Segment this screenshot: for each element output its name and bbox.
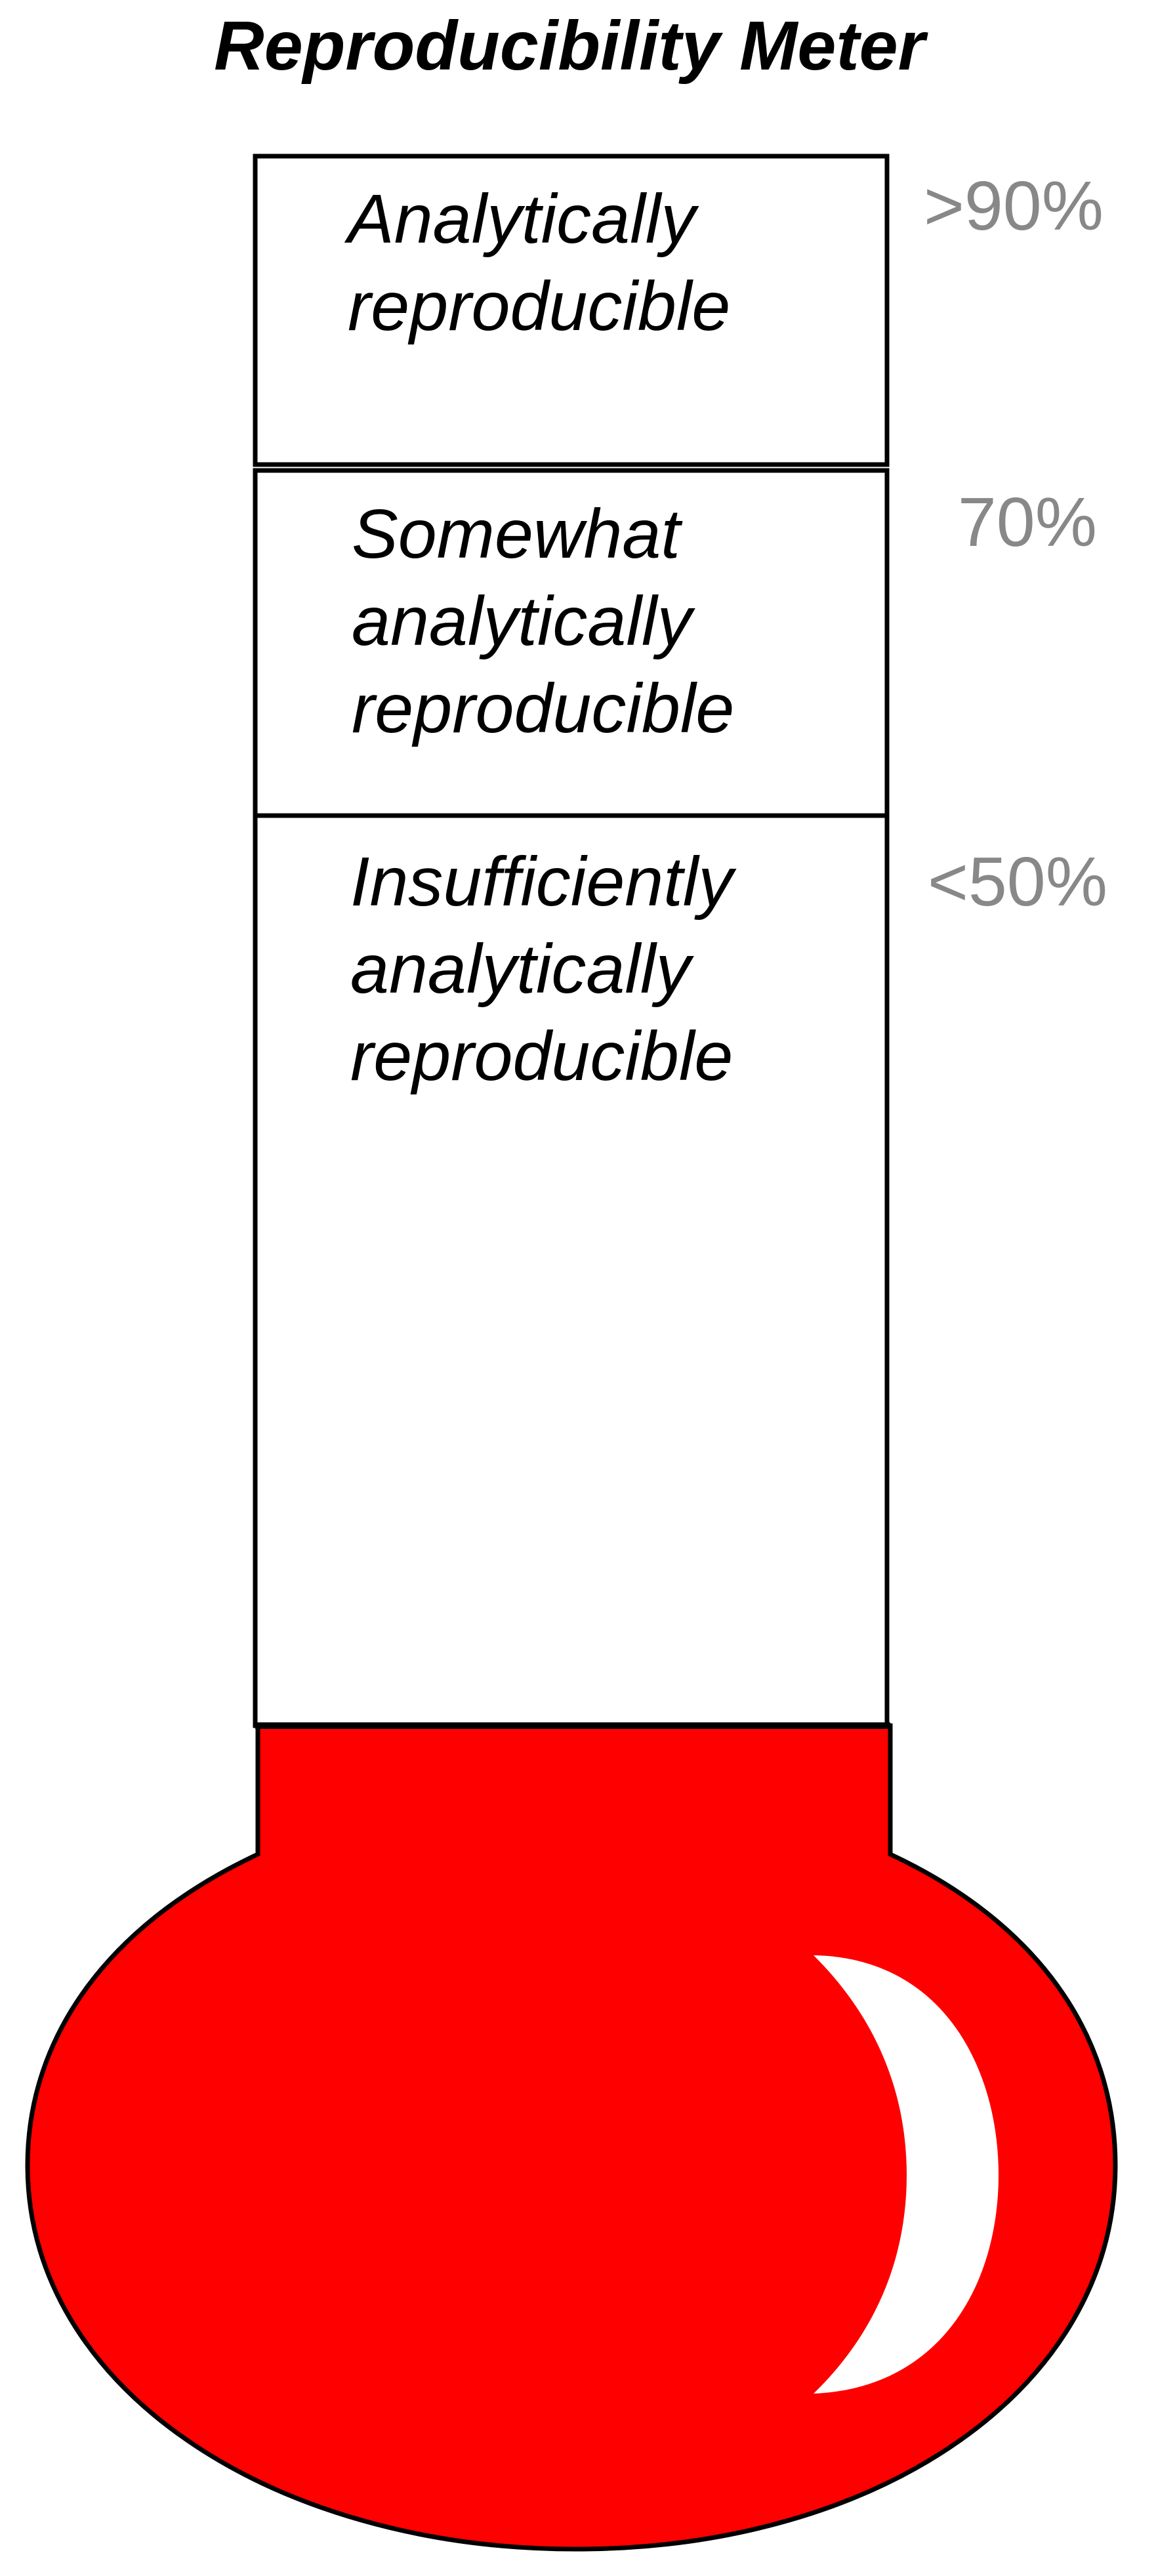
- meter-title: Reproducibility Meter: [214, 7, 928, 85]
- zone-bottom-box: [253, 813, 890, 1728]
- thermometer-bulb: [25, 1723, 1118, 2552]
- zone-top-label: Analytically reproducible: [344, 180, 730, 345]
- zone-middle-label: Somewhat analytically reproducible: [352, 495, 734, 747]
- threshold-middle: 70%: [958, 484, 1097, 561]
- zone-top-box: [253, 154, 890, 467]
- bulb-highlight: [814, 1955, 999, 2394]
- zone-middle-box: [253, 468, 890, 818]
- zone-bottom-label: Insufficiently analytically reproducible: [350, 843, 753, 1095]
- threshold-top: >90%: [924, 167, 1104, 245]
- threshold-bottom: <50%: [928, 843, 1107, 921]
